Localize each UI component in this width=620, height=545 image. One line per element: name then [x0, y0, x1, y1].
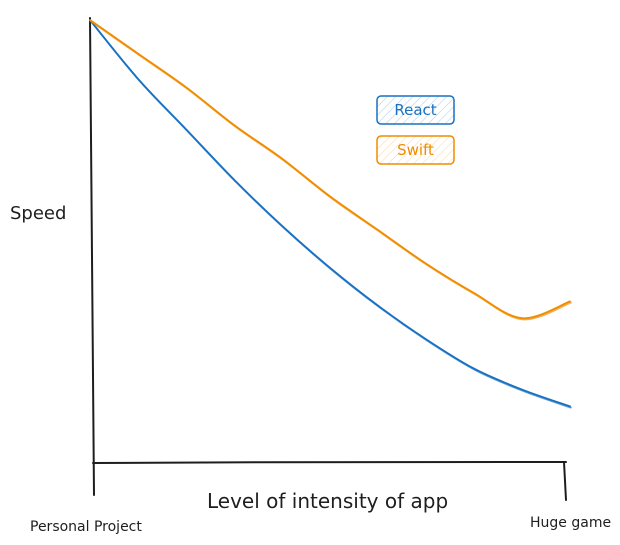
series-layer: [89, 19, 572, 409]
series-line-react: [89, 19, 571, 408]
x-axis-line: [92, 461, 567, 464]
axes: [89, 17, 567, 501]
x-tick-label-start: Personal Project: [30, 519, 142, 535]
legend-label-swift: Swift: [397, 141, 434, 159]
legend-item-react: React: [376, 95, 455, 125]
legend-swatch-swift: [376, 135, 455, 165]
x-axis-label: Level of intensity of app: [207, 489, 448, 513]
x-axis-end-tick: [563, 461, 567, 501]
x-tick-label-end: Huge game: [530, 515, 611, 531]
legend-label-react: React: [394, 101, 436, 119]
y-axis-label: Speed: [10, 203, 66, 224]
series-line-swift: [89, 19, 571, 320]
legend: React Swift: [376, 95, 455, 165]
series-line-swift-sketch: [89, 20, 572, 321]
legend-item-swift: Swift: [376, 135, 455, 165]
y-axis-line: [89, 17, 95, 496]
legend-swatch-react: [376, 95, 455, 125]
series-line-react-sketch: [89, 20, 572, 409]
